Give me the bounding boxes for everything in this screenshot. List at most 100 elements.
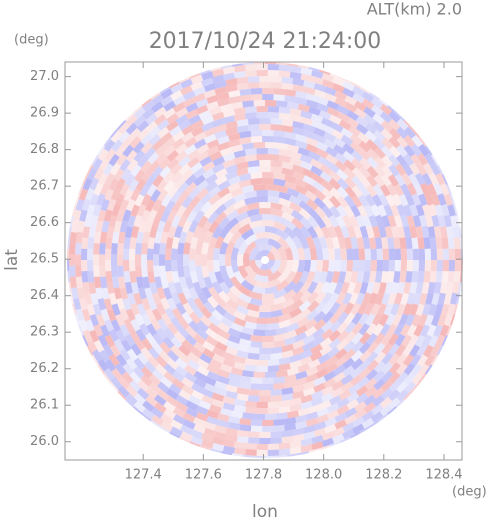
field-cell [405,313,415,327]
field-cell [254,273,269,282]
field-cell [142,231,151,244]
field-cell [125,357,138,371]
field-cell [233,355,246,365]
field-cell [358,248,365,260]
field-cell [381,214,391,228]
field-cell [329,205,341,219]
field-cell [435,237,443,249]
field-cell [166,157,180,171]
field-cell [193,167,206,179]
field-cell [313,133,327,144]
field-cell [147,236,156,250]
field-cell [67,237,71,250]
field-cell [278,197,292,208]
field-cell [208,270,218,284]
field-cell [270,160,283,168]
field-cell [344,270,353,284]
field-cell [175,143,188,155]
field-cell [222,402,236,411]
field-cell [317,155,331,167]
field-cell [181,124,195,136]
field-cell [222,445,236,454]
field-cell [337,236,347,249]
field-cell [236,429,249,438]
field-cell [310,119,324,130]
field-cell [215,341,228,352]
field-cell [141,313,152,327]
field-cell [236,76,249,85]
field-cell [165,260,172,272]
field-cell [400,183,411,197]
field-cell [292,226,305,240]
field-cell [172,407,186,418]
field-cell [196,358,210,370]
field-cell [292,84,305,93]
field-cell [187,359,200,371]
field-cell [115,329,126,343]
field-cell [201,265,210,279]
field-cell [204,382,217,393]
field-cell [292,78,305,87]
field-cell [292,280,305,294]
field-cell [249,297,263,306]
field-cell [217,419,230,429]
field-cell [147,270,156,284]
field-cell [387,270,395,283]
field-cell [200,433,214,443]
field-cell [294,133,308,143]
field-cell [297,363,311,373]
field-cell [433,182,443,196]
field-cell [147,209,158,222]
field-cell [69,276,77,289]
field-cell [394,292,403,305]
field-cell [325,355,339,367]
field-cell [278,106,291,115]
field-cell [267,232,281,242]
field-cell [286,187,300,198]
field-cell [357,204,368,218]
field-cell [148,126,161,138]
field-cell [321,328,334,341]
field-cell [182,302,194,316]
field-cell [358,165,371,179]
field-cell [177,214,188,228]
field-cell [158,350,171,363]
field-cell [248,437,260,444]
field-cell [119,183,130,197]
field-cell [184,276,195,290]
field-cell [334,160,348,172]
field-cell [343,312,356,326]
field-cell [124,226,133,239]
field-cell [123,248,130,260]
field-cell [334,412,348,423]
field-cell [302,168,315,179]
field-cell [229,230,242,244]
field-cell [366,341,379,355]
field-cell [323,377,336,389]
field-cell [243,252,250,268]
field-cell [113,339,125,352]
field-cell [352,416,365,428]
field-cell [267,154,280,161]
field-cell [267,407,280,414]
field-cell [426,183,437,196]
field-cell [349,366,363,379]
field-cell [421,172,433,186]
field-cell [182,97,196,108]
field-cell [135,328,147,342]
field-cell [394,333,406,347]
field-cell [259,124,271,131]
y-tick-label: 26.8 [30,142,59,157]
field-cell [155,179,168,193]
field-cell [381,352,394,365]
field-cell [262,425,274,433]
field-cell [67,248,70,260]
field-cell [439,226,448,239]
field-cell [163,107,176,119]
field-cell [357,376,370,389]
field-cell [380,387,394,400]
field-cell [255,196,269,203]
field-cell [273,214,287,225]
field-cell [178,119,192,131]
field-cell [315,141,329,152]
